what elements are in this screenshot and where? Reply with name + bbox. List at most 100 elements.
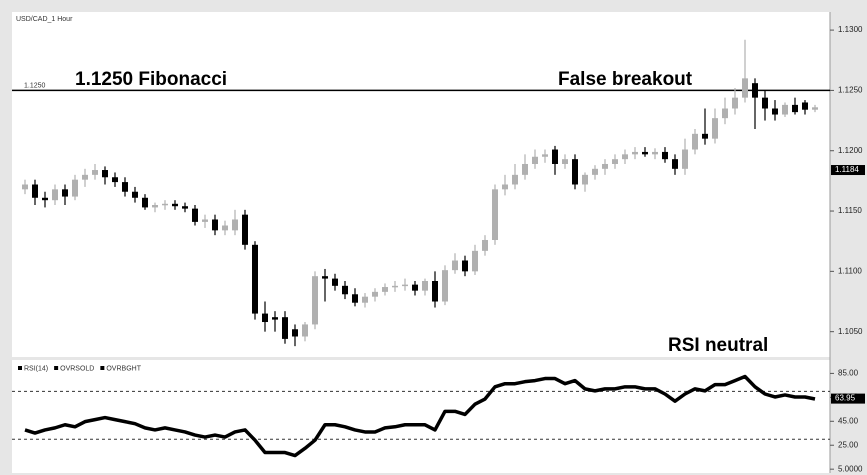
candle-body [412, 284, 418, 291]
candle-body [292, 329, 298, 337]
candle-body [492, 189, 498, 240]
candle-body [692, 133, 698, 150]
candle-body [512, 174, 518, 185]
candle-body [472, 250, 478, 272]
candle-body [452, 260, 458, 271]
candle-body [312, 276, 318, 325]
fibonacci-level-label: 1.1250 [24, 82, 46, 89]
rsi-line [24, 374, 816, 458]
candle-body [532, 156, 538, 164]
candle-body [442, 270, 448, 302]
value-marker [831, 393, 865, 404]
candle-body [282, 317, 288, 339]
annotation: RSI neutral [668, 335, 768, 356]
annotation: 1.1250 Fibonacci [75, 69, 227, 90]
candle-body [72, 179, 78, 197]
candle-body [712, 118, 718, 139]
candle-body [612, 159, 618, 164]
candle-body [142, 197, 148, 208]
candle-body [742, 78, 748, 98]
candle-body [522, 163, 528, 175]
candle-body [582, 174, 588, 185]
candle-body [342, 285, 348, 295]
candle-body [352, 294, 358, 303]
y-tick-label: 1.1050 [838, 327, 863, 336]
candle-body [372, 291, 378, 297]
candle-body [702, 133, 708, 139]
candle-body [652, 151, 658, 155]
candle-body [152, 205, 158, 208]
candle-body [732, 97, 738, 109]
candle-body [662, 151, 668, 160]
legend-swatch [100, 366, 105, 370]
y-tick-label: 45.00 [838, 416, 859, 425]
candle-body [572, 159, 578, 185]
candle-body [62, 189, 68, 197]
candle-body [42, 197, 48, 201]
value-marker-label: 1.1184 [835, 165, 859, 174]
y-tick-label: 1.1150 [838, 206, 862, 215]
candle-body [482, 239, 488, 251]
candle-body [722, 108, 728, 119]
candle-body [332, 278, 338, 286]
candle-body [552, 149, 558, 164]
candle-body [32, 184, 38, 198]
chart-title: USD/CAD_1 Hour [16, 16, 73, 23]
candle-body [772, 108, 778, 115]
candle-body [422, 281, 428, 291]
legend-label: OVRBGHT [106, 365, 141, 372]
candle-body [302, 324, 308, 337]
candle-body [92, 170, 98, 175]
y-tick-label: 85.00 [838, 369, 859, 378]
candle-body [52, 189, 58, 201]
candle-body [602, 163, 608, 169]
y-tick-label: 25.00 [838, 440, 859, 449]
candle-body [272, 317, 278, 320]
candle-body [542, 154, 548, 157]
candle-body [122, 182, 128, 192]
candle-body [82, 174, 88, 180]
rsi-panel [12, 360, 830, 473]
candle-body [202, 219, 208, 222]
candle-body [402, 284, 408, 287]
value-marker-label: 63.95 [835, 394, 856, 403]
y-tick-label: 1.1300 [838, 25, 863, 34]
candle-body [812, 107, 818, 110]
y-tick-label: 5.0000 [838, 464, 863, 473]
candle-body [222, 225, 228, 231]
candle-body [792, 104, 798, 113]
candle-body [232, 219, 238, 231]
candle-body [192, 208, 198, 222]
candle-body [182, 206, 188, 209]
candle-body [112, 177, 118, 183]
candle-body [752, 83, 758, 98]
y-tick-label: 1.1200 [838, 146, 863, 155]
candle-body [382, 287, 388, 292]
candle-body [172, 203, 178, 207]
legend-swatch [54, 366, 59, 370]
candle-body [802, 102, 808, 110]
candle-body [252, 244, 258, 314]
candle-body [642, 151, 648, 155]
candle-body [132, 191, 138, 198]
candle-body [762, 97, 768, 109]
candle-body [242, 214, 248, 245]
legend-swatch [18, 366, 22, 370]
candle-body [782, 104, 788, 115]
candle-body [462, 260, 468, 272]
candle-body [502, 184, 508, 190]
candle-body [102, 170, 108, 178]
candle-body [362, 296, 368, 303]
candle-body [622, 154, 628, 160]
candle-body [162, 203, 168, 206]
candle-body [212, 219, 218, 231]
legend-label: OVRSOLD [60, 365, 94, 372]
y-tick-label: 1.1100 [838, 266, 862, 275]
candle-body [592, 168, 598, 175]
value-marker [831, 165, 865, 176]
candle-body [562, 159, 568, 164]
candle-body [322, 276, 328, 279]
price-panel [12, 12, 830, 357]
legend-label: RSI(14) [24, 365, 48, 372]
